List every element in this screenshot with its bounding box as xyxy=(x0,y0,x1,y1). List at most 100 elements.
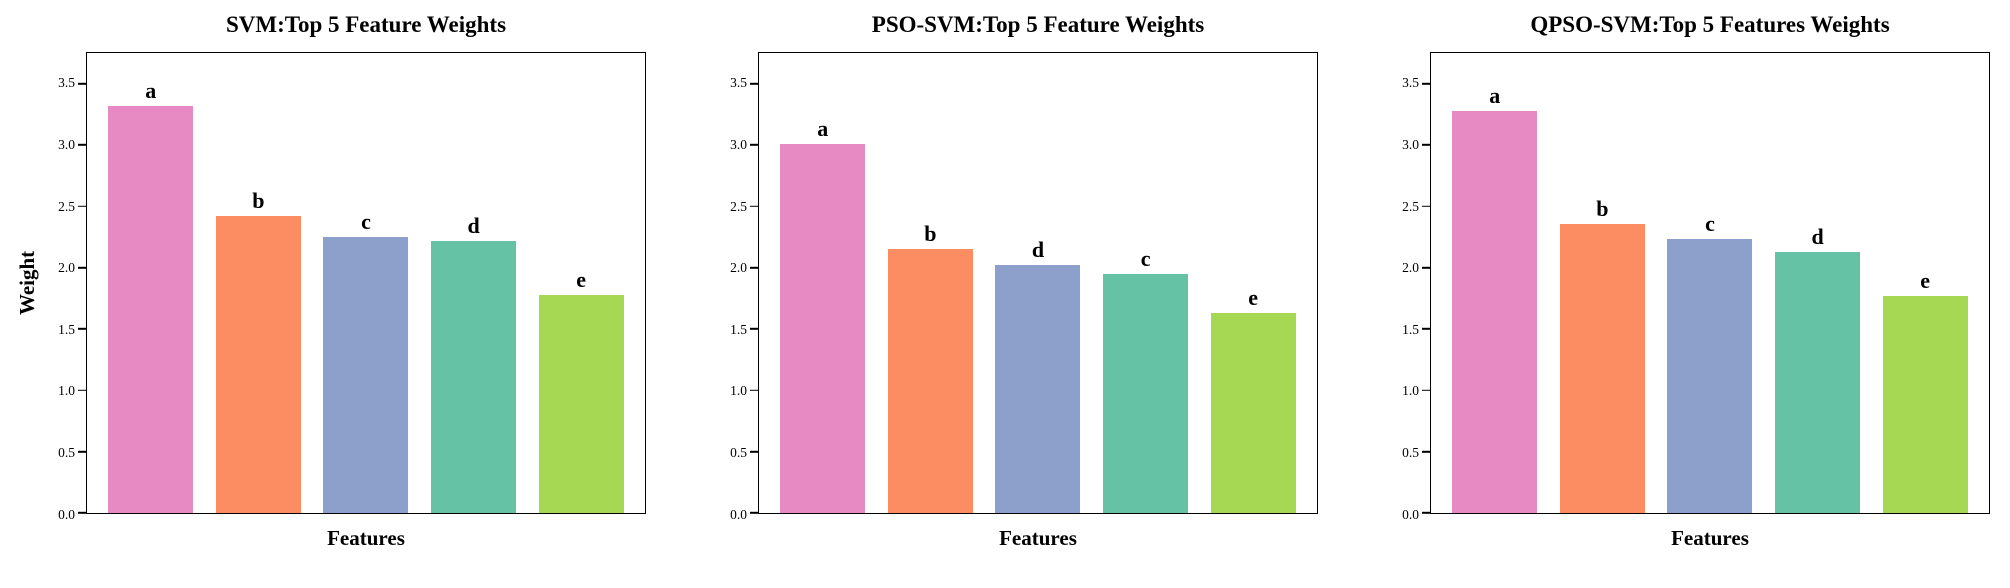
bar-c xyxy=(1103,273,1189,513)
bar-slot: c xyxy=(312,53,420,513)
y-tick-label: 2.5 xyxy=(1402,198,1419,214)
bar-label: b xyxy=(252,188,265,214)
chart-body: 0.0 0.5 1.0 1.5 2.0 2.5 3.0 3.5 a b d c e xyxy=(686,52,1318,520)
bar-label: d xyxy=(1811,223,1824,249)
bar-label: b xyxy=(924,221,937,247)
bar-e xyxy=(538,294,624,513)
y-tick-mark xyxy=(750,450,758,453)
y-tick-mark xyxy=(750,266,758,269)
y-tick-label: 0.0 xyxy=(1402,506,1419,522)
y-tick-mark xyxy=(1422,512,1430,514)
y-tick-mark xyxy=(78,512,86,514)
y-tick-label: 3.0 xyxy=(730,136,747,152)
y-tick-label: 3.5 xyxy=(1402,75,1419,91)
y-tick-label: 3.5 xyxy=(58,75,75,91)
bar-label: d xyxy=(467,212,480,238)
y-tick-label: 3.5 xyxy=(730,75,747,91)
y-tick-label: 2.5 xyxy=(58,198,75,214)
bar-e xyxy=(1210,313,1296,513)
chart-body: 0.0 0.5 1.0 1.5 2.0 2.5 3.0 3.5 a b c d e xyxy=(1358,52,1990,520)
y-tick-label: 1.0 xyxy=(730,383,747,399)
y-axis: 0.0 0.5 1.0 1.5 2.0 2.5 3.0 3.5 xyxy=(40,52,86,520)
bar-label: e xyxy=(1920,267,1931,293)
bar-label: e xyxy=(1248,285,1259,311)
y-tick-label: 0.0 xyxy=(730,506,747,522)
y-tick-label: 2.5 xyxy=(730,198,747,214)
plot-area: a b d c e xyxy=(750,52,1318,514)
y-tick-mark xyxy=(1422,82,1430,85)
y-tick-mark xyxy=(750,328,758,330)
y-tick-label: 0.5 xyxy=(58,444,75,460)
bar-label: c xyxy=(1140,245,1151,271)
y-tick-mark xyxy=(1422,205,1430,208)
bar-slot: e xyxy=(1199,53,1307,513)
y-tick-mark xyxy=(750,82,758,85)
y-tick-mark xyxy=(750,512,758,514)
bar-d xyxy=(1775,251,1861,513)
bar-label: e xyxy=(576,266,587,292)
bar-label: c xyxy=(1705,211,1715,237)
bar-label: a xyxy=(1489,82,1501,108)
y-tick-mark xyxy=(78,328,86,330)
bar-slot: b xyxy=(877,53,985,513)
bar-a xyxy=(780,143,866,513)
bar-slot: e xyxy=(527,53,635,513)
y-tick-mark xyxy=(1422,266,1430,269)
y-axis: 0.0 0.5 1.0 1.5 2.0 2.5 3.0 3.5 xyxy=(712,52,758,520)
y-tick-mark xyxy=(750,389,758,392)
bar-slot: a xyxy=(1441,53,1549,513)
chart-title: SVM:Top 5 Feature Weights xyxy=(225,12,507,37)
y-tick-label: 2.0 xyxy=(730,259,747,275)
chart-qpso-svm: QPSO-SVM:Top 5 Features Weights 0.0 0.5 1.… xyxy=(1358,12,1990,551)
x-axis-label: Features xyxy=(327,526,405,550)
y-tick-mark xyxy=(1422,144,1430,146)
charts-row: SVM:Top 5 Feature Weights Weight 0.0 0.5 1… xyxy=(14,12,1990,551)
y-tick-mark xyxy=(78,82,86,85)
y-tick-label: 0.5 xyxy=(730,444,747,460)
bar-d xyxy=(995,265,1081,513)
y-tick-mark xyxy=(1422,389,1430,392)
bar-slot: c xyxy=(1092,53,1200,513)
bar-d xyxy=(431,240,517,513)
bar-slot: d xyxy=(420,53,528,513)
y-tick-mark xyxy=(1422,450,1430,453)
y-axis-label xyxy=(1358,52,1384,514)
bar-label: d xyxy=(1031,237,1045,263)
bar-slot: b xyxy=(205,53,313,513)
bar-a xyxy=(1452,110,1538,513)
x-axis-label: Features xyxy=(1671,526,1749,550)
y-tick-mark xyxy=(750,205,758,208)
y-tick-mark xyxy=(78,266,86,269)
plot-area: a b c d e xyxy=(1422,52,1990,514)
y-tick-label: 2.0 xyxy=(1402,259,1419,275)
bar-slot: d xyxy=(984,53,1092,513)
y-tick-label: 0.0 xyxy=(58,506,75,522)
y-tick-label: 2.0 xyxy=(58,259,75,275)
bar-label: b xyxy=(1596,195,1609,221)
y-tick-label: 1.0 xyxy=(1402,383,1419,399)
y-tick-label: 1.5 xyxy=(58,321,75,337)
y-tick-mark xyxy=(78,389,86,392)
bar-c xyxy=(323,237,409,513)
bar-e xyxy=(1882,295,1968,513)
y-tick-label: 1.0 xyxy=(58,383,75,399)
y-tick-mark xyxy=(78,205,86,208)
chart-title: QPSO-SVM:Top 5 Features Weights xyxy=(1530,12,1890,37)
plot-area: a b c d e xyxy=(78,52,646,514)
chart-title: PSO-SVM:Top 5 Feature Weights xyxy=(871,12,1205,37)
chart-svm: SVM:Top 5 Feature Weights Weight 0.0 0.5 1… xyxy=(14,12,646,551)
x-axis-label: Features xyxy=(999,526,1077,550)
y-axis-label: Weight xyxy=(15,250,39,316)
chart-body: Weight 0.0 0.5 1.0 1.5 2.0 2.5 3.0 3.5 a b c d e xyxy=(14,52,646,520)
bar-b xyxy=(1559,223,1645,513)
y-axis: 0.0 0.5 1.0 1.5 2.0 2.5 3.0 3.5 xyxy=(1384,52,1430,520)
y-tick-label: 1.5 xyxy=(1402,321,1419,337)
bar-slot: c xyxy=(1656,53,1764,513)
bar-c xyxy=(1667,239,1753,513)
bar-label: a xyxy=(145,77,157,103)
bar-slot: d xyxy=(1764,53,1872,513)
y-tick-mark xyxy=(750,144,758,146)
bar-b xyxy=(215,216,301,513)
bar-b xyxy=(887,249,973,513)
